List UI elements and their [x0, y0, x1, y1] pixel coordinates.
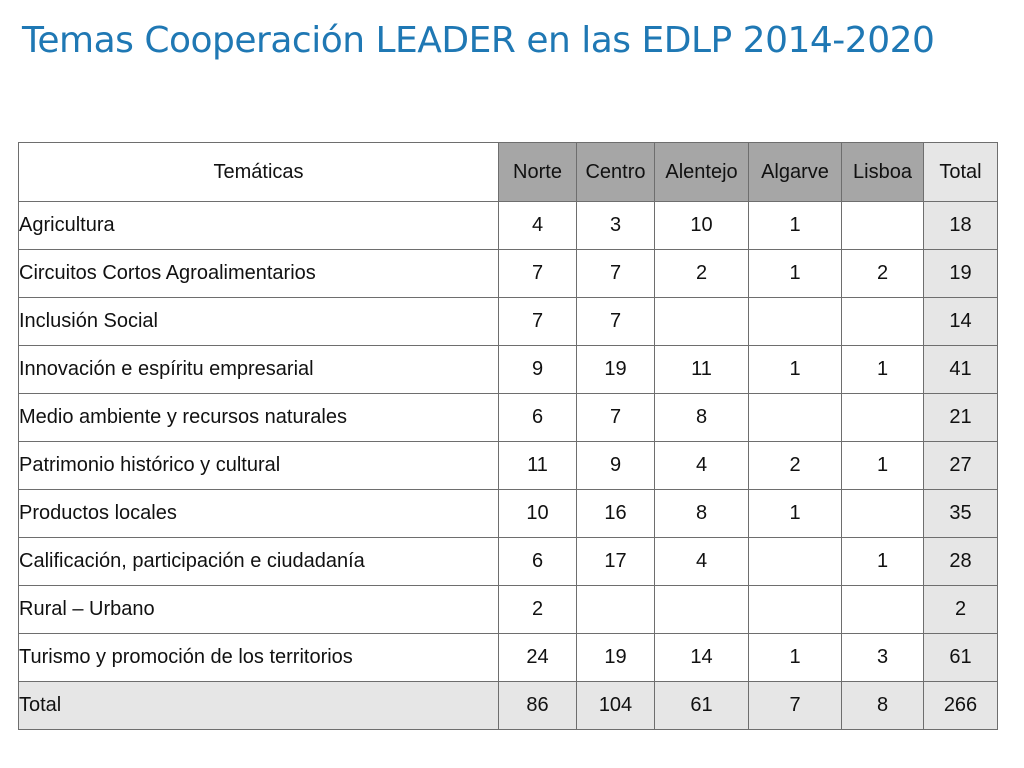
table-row: Calificación, participación e ciudadanía… — [18, 537, 998, 586]
cell-lisboa — [841, 201, 924, 250]
cell-algarve — [748, 297, 842, 346]
cell-total: 14 — [923, 297, 998, 346]
cell-algarve: 1 — [748, 489, 842, 538]
cell-lisboa: 3 — [841, 633, 924, 682]
cell-norte: 6 — [498, 537, 577, 586]
cell-lisboa — [841, 393, 924, 442]
cell-norte: 4 — [498, 201, 577, 250]
row-label: Agricultura — [18, 201, 499, 250]
cell-lisboa: 1 — [841, 537, 924, 586]
cell-total: 35 — [923, 489, 998, 538]
cell-centro: 104 — [576, 681, 655, 730]
cell-centro: 7 — [576, 297, 655, 346]
cell-norte: 2 — [498, 585, 577, 634]
header-total: Total — [923, 142, 998, 202]
header-region-norte: Norte — [498, 142, 577, 202]
cell-alentejo: 8 — [654, 393, 749, 442]
cell-alentejo: 2 — [654, 249, 749, 298]
cell-centro: 3 — [576, 201, 655, 250]
header-region-alentejo: Alentejo — [654, 142, 749, 202]
header-region-algarve: Algarve — [748, 142, 842, 202]
cell-algarve — [748, 585, 842, 634]
table-header-row: Temáticas Norte Centro Alentejo Algarve … — [18, 142, 998, 202]
row-label: Productos locales — [18, 489, 499, 538]
table-row: Agricultura 4 3 10 1 18 — [18, 201, 998, 250]
cell-alentejo: 10 — [654, 201, 749, 250]
table-row: Innovación e espíritu empresarial 9 19 11 1 1… — [18, 345, 998, 394]
row-label: Total — [18, 681, 499, 730]
cell-algarve: 1 — [748, 201, 842, 250]
row-label: Innovación e espíritu empresarial — [18, 345, 499, 394]
row-label: Turismo y promoción de los territorios — [18, 633, 499, 682]
header-tematicas: Temáticas — [18, 142, 499, 202]
cell-total: 2 — [923, 585, 998, 634]
table-row: Rural – Urbano 2 2 — [18, 585, 998, 634]
cell-total: 61 — [923, 633, 998, 682]
row-label: Medio ambiente y recursos naturales — [18, 393, 499, 442]
row-label: Rural – Urbano — [18, 585, 499, 634]
cell-alentejo: 14 — [654, 633, 749, 682]
cell-algarve — [748, 537, 842, 586]
cell-algarve: 1 — [748, 345, 842, 394]
row-label: Calificación, participación e ciudadanía — [18, 537, 499, 586]
row-label: Patrimonio histórico y cultural — [18, 441, 499, 490]
cell-norte: 9 — [498, 345, 577, 394]
cell-algarve: 7 — [748, 681, 842, 730]
totals-row: Total 86 104 61 7 8 266 — [18, 681, 998, 730]
header-region-centro: Centro — [576, 142, 655, 202]
cell-algarve: 2 — [748, 441, 842, 490]
table-row: Inclusión Social 7 7 14 — [18, 297, 998, 346]
cell-lisboa: 2 — [841, 249, 924, 298]
cell-norte: 7 — [498, 297, 577, 346]
cell-alentejo: 11 — [654, 345, 749, 394]
cell-total: 21 — [923, 393, 998, 442]
cell-algarve: 1 — [748, 249, 842, 298]
cell-centro — [576, 585, 655, 634]
cell-alentejo: 4 — [654, 537, 749, 586]
table-row: Productos locales 10 16 8 1 35 — [18, 489, 998, 538]
cell-centro: 7 — [576, 393, 655, 442]
cell-lisboa: 1 — [841, 345, 924, 394]
cell-norte: 6 — [498, 393, 577, 442]
cell-total: 41 — [923, 345, 998, 394]
cell-algarve: 1 — [748, 633, 842, 682]
cell-centro: 9 — [576, 441, 655, 490]
cell-norte: 11 — [498, 441, 577, 490]
cell-centro: 19 — [576, 633, 655, 682]
cell-total: 19 — [923, 249, 998, 298]
cell-algarve — [748, 393, 842, 442]
cell-alentejo: 61 — [654, 681, 749, 730]
cell-norte: 24 — [498, 633, 577, 682]
cell-alentejo — [654, 297, 749, 346]
cell-lisboa: 8 — [841, 681, 924, 730]
slide-title: Temas Cooperación LEADER en las EDLP 201… — [22, 20, 935, 61]
header-region-lisboa: Lisboa — [841, 142, 924, 202]
cell-total: 27 — [923, 441, 998, 490]
cell-alentejo: 4 — [654, 441, 749, 490]
cell-centro: 19 — [576, 345, 655, 394]
row-label: Inclusión Social — [18, 297, 499, 346]
table-body: Agricultura 4 3 10 1 18 Circuitos Cortos Agroa… — [18, 201, 998, 730]
cell-centro: 7 — [576, 249, 655, 298]
cell-alentejo — [654, 585, 749, 634]
cell-alentejo: 8 — [654, 489, 749, 538]
table-row: Circuitos Cortos Agroalimentarios 7 7 2 1 2 19 — [18, 249, 998, 298]
table-row: Turismo y promoción de los territorios 24… — [18, 633, 998, 682]
themes-table: Temáticas Norte Centro Alentejo Algarve … — [18, 142, 998, 730]
cell-lisboa — [841, 585, 924, 634]
row-label: Circuitos Cortos Agroalimentarios — [18, 249, 499, 298]
cell-total: 266 — [923, 681, 998, 730]
cell-lisboa — [841, 297, 924, 346]
cell-norte: 7 — [498, 249, 577, 298]
cell-norte: 10 — [498, 489, 577, 538]
cell-centro: 17 — [576, 537, 655, 586]
cell-centro: 16 — [576, 489, 655, 538]
table-row: Patrimonio histórico y cultural 11 9 4 2 1 27 — [18, 441, 998, 490]
cell-norte: 86 — [498, 681, 577, 730]
cell-total: 28 — [923, 537, 998, 586]
cell-lisboa — [841, 489, 924, 538]
table-row: Medio ambiente y recursos naturales 6 7 8 21 — [18, 393, 998, 442]
cell-lisboa: 1 — [841, 441, 924, 490]
cell-total: 18 — [923, 201, 998, 250]
